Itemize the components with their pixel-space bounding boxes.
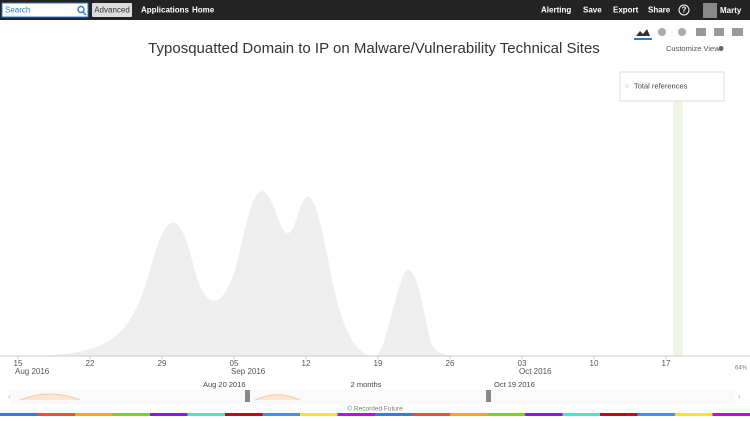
area: [20, 191, 470, 356]
x-tick-label: 10: [590, 359, 599, 368]
view-icon-timeline[interactable]: [636, 29, 650, 36]
nav-action[interactable]: Export: [613, 6, 639, 15]
help-label: ?: [682, 6, 687, 15]
timeline-next[interactable]: ›: [738, 392, 741, 401]
search-placeholder: Search: [5, 6, 30, 15]
view-icon-grid[interactable]: [732, 28, 743, 36]
x-tick-label: 19: [374, 359, 383, 368]
nav-link[interactable]: Home: [192, 6, 215, 15]
x-month-label: Sep 2016: [231, 367, 266, 376]
zoom-level: 64%: [735, 366, 748, 372]
view-icon-network[interactable]: [678, 28, 686, 36]
nav-link[interactable]: Applications: [141, 6, 190, 15]
x-tick-label: 17: [662, 359, 671, 368]
view-icon-list[interactable]: [714, 28, 724, 36]
timeline-handle[interactable]: [245, 390, 250, 402]
nav-action[interactable]: Share: [648, 6, 671, 15]
timeline-track: [10, 390, 735, 404]
customize-view[interactable]: Customize View: [666, 44, 720, 53]
x-tick-label: 26: [446, 359, 455, 368]
nav-action[interactable]: Alerting: [541, 6, 571, 15]
view-icons: [634, 28, 743, 39]
x-tick-label: 22: [86, 359, 95, 368]
timeline-end: Oct 19 2016: [494, 380, 535, 389]
x-tick-label: 29: [158, 359, 167, 368]
legend-swatch: [625, 84, 629, 88]
timeline-prev[interactable]: ‹: [8, 392, 11, 401]
gear-icon[interactable]: [719, 46, 724, 51]
timeline-handle[interactable]: [486, 390, 491, 402]
legend-label: Total references: [634, 81, 688, 90]
footer: © Recorded Future: [347, 405, 403, 413]
advanced-label: Advanced: [94, 6, 130, 15]
x-month-label: Aug 2016: [15, 367, 50, 376]
x-tick-label: 12: [302, 359, 311, 368]
user-name[interactable]: Marty: [720, 6, 742, 15]
nav-action[interactable]: Save: [583, 6, 602, 15]
highlight-band: [673, 100, 683, 356]
chart-title: Typosquatted Domain to IP on Malware/Vul…: [148, 40, 600, 57]
x-month-label: Oct 2016: [519, 367, 552, 376]
view-icon-map[interactable]: [658, 28, 666, 36]
avatar[interactable]: [703, 3, 717, 18]
view-icon-table[interactable]: [696, 28, 706, 36]
timeline-start: Aug 20 2016: [203, 380, 246, 389]
timeline-span: 2 months: [351, 380, 382, 389]
